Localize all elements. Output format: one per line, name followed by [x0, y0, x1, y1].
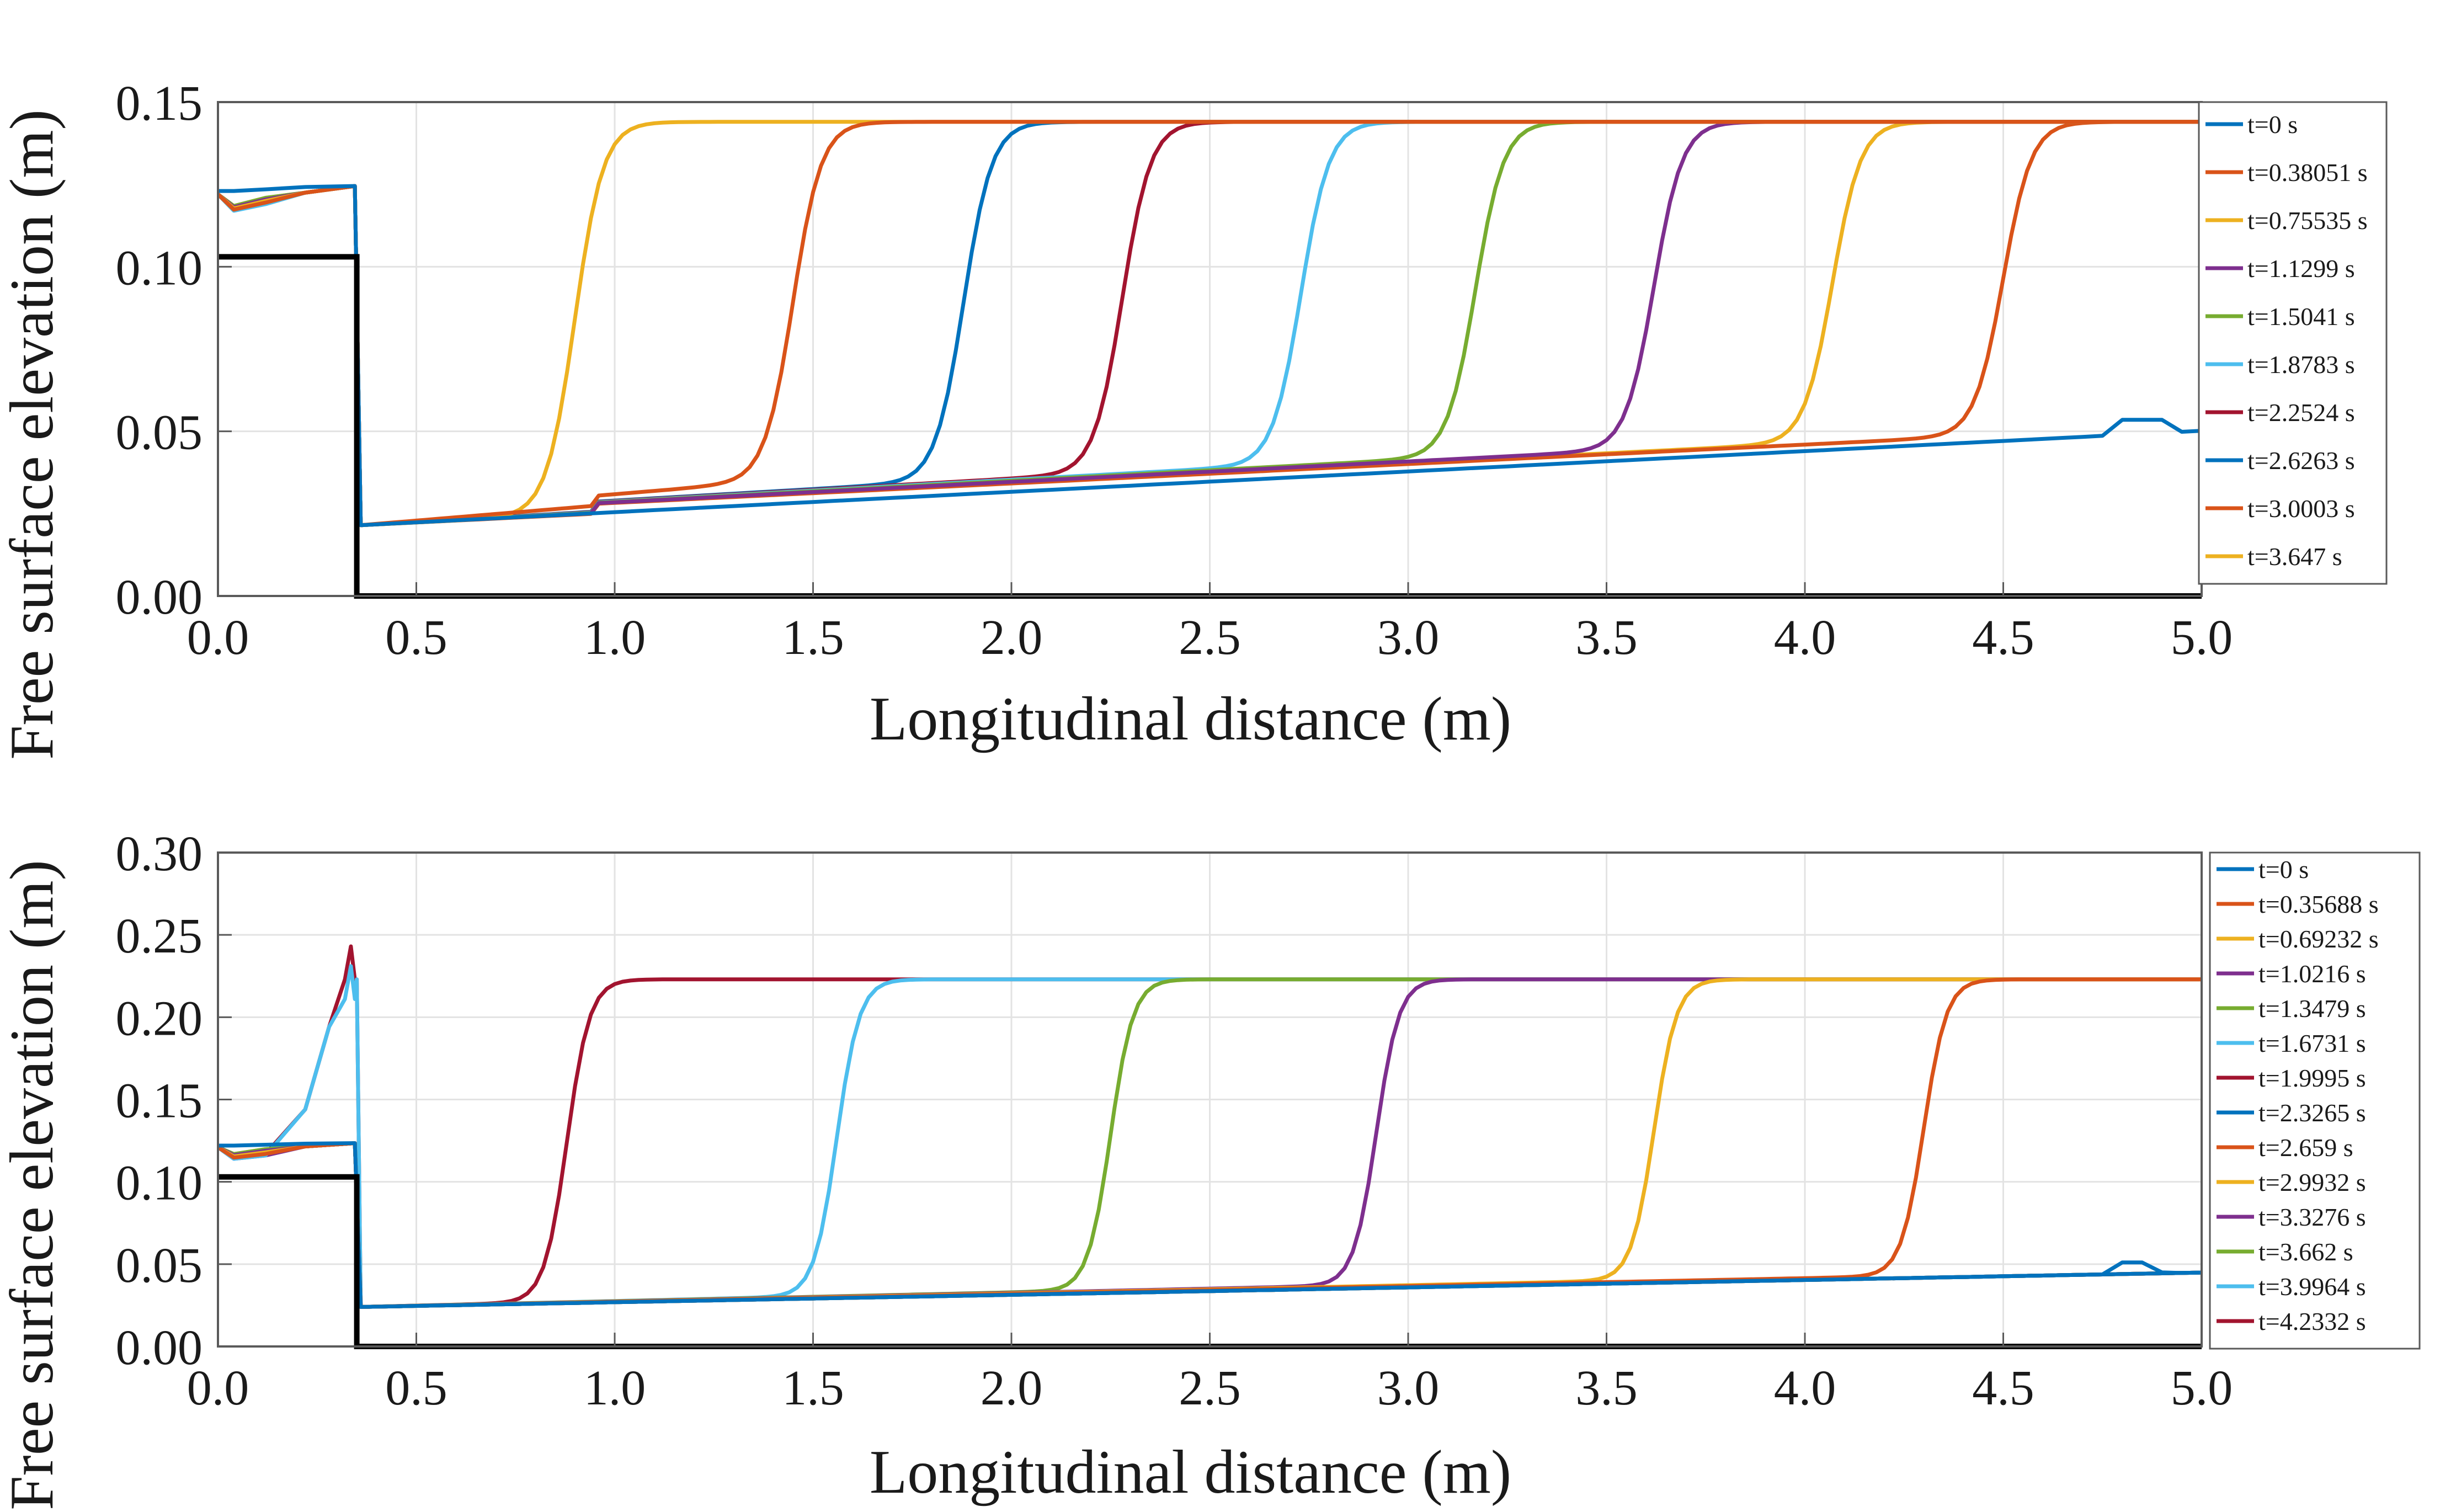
legend-label: t=2.6263 s [2247, 446, 2355, 475]
legend-label: t=0.75535 s [2247, 206, 2368, 235]
legend-label: t=0.69232 s [2258, 925, 2379, 953]
legend-item: t=1.1299 s [2205, 254, 2355, 283]
x-tick-label: 2.0 [981, 610, 1043, 665]
x-axis-title: Longitudinal distance (m) [870, 1438, 1511, 1506]
x-tick-label: 3.5 [1575, 1361, 1638, 1415]
legend-label: t=2.9932 s [2258, 1168, 2366, 1196]
legend-label: t=1.0216 s [2258, 960, 2366, 988]
series-group [218, 120, 2202, 528]
y-axis-title: Free surface elevation (m) [0, 860, 66, 1510]
series-line-1 [218, 184, 2202, 528]
legend-label: t=3.3276 s [2258, 1203, 2366, 1231]
x-tick-label: 5.0 [2171, 610, 2233, 665]
legend-item: t=1.8783 s [2205, 350, 2355, 379]
y-tick-label: 0.15 [116, 1074, 203, 1128]
x-tick-label: 2.0 [981, 1361, 1043, 1415]
chart-top: 0.0 0.5 1.0 1.5 2.0 2.5 3.0 3.5 4.0 4.5 5.0 0.00 0.0… [0, 76, 2388, 760]
x-tick-label: 4.0 [1774, 610, 1836, 665]
x-tick-label: 1.0 [584, 1361, 646, 1415]
legend-label: t=1.8783 s [2247, 350, 2355, 379]
x-tick-label: 2.5 [1179, 1361, 1241, 1415]
x-tick-label: 0.5 [385, 1361, 447, 1415]
y-tick-label: 0.10 [116, 241, 203, 295]
legend-item: t=1.5041 s [2205, 302, 2355, 331]
x-tick-label: 5.0 [2171, 1361, 2233, 1415]
y-tick-label: 0.15 [116, 76, 203, 131]
chart-bottom: 0.0 0.5 1.0 1.5 2.0 2.5 3.0 3.5 4.0 4.5 5.0 0.00 0.0… [0, 827, 2421, 1510]
legend-item: t=2.2524 s [2205, 398, 2355, 427]
legend-item: t=4.2332 s [2217, 1307, 2366, 1335]
legend-item: t=0 s [2205, 110, 2298, 139]
x-tick-label: 4.5 [1972, 1361, 2034, 1415]
x-tick-label: 0.0 [187, 610, 249, 665]
legend-label: t=3.9964 s [2258, 1273, 2366, 1301]
legend: t=0 s t=0.38051 s t=0.75535 s t=1.1299 s t=1… [2198, 101, 2388, 585]
y-tick-label: 0.10 [116, 1156, 203, 1211]
legend-label: t=0.35688 s [2258, 890, 2379, 918]
series-group [218, 944, 2202, 1309]
y-tick-label: 0.25 [116, 909, 203, 963]
legend-item: t=0.35688 s [2217, 890, 2379, 918]
legend-item: t=2.3265 s [2217, 1099, 2366, 1127]
legend-label: t=0 s [2247, 110, 2298, 139]
legend-label: t=1.6731 s [2258, 1029, 2366, 1057]
legend-label: t=3.647 s [2247, 542, 2342, 571]
legend-item: t=3.662 s [2217, 1238, 2353, 1266]
x-tick-label: 1.0 [584, 610, 646, 665]
x-tick-label: 1.5 [782, 610, 844, 665]
y-tick-label: 0.00 [116, 570, 203, 625]
x-tick-label: 4.5 [1972, 610, 2034, 665]
legend-item: t=1.3479 s [2217, 994, 2366, 1023]
legend-box [2209, 851, 2421, 1350]
legend-label: t=1.9995 s [2258, 1064, 2366, 1092]
x-tick-label: 3.0 [1377, 1361, 1440, 1415]
legend-label: t=0 s [2258, 855, 2309, 883]
legend-label: t=2.3265 s [2258, 1099, 2366, 1127]
x-tick-label: 1.5 [782, 1361, 844, 1415]
y-tick-label: 0.05 [116, 406, 203, 460]
legend-item: t=1.9995 s [2217, 1064, 2366, 1092]
x-tick-label: 3.5 [1575, 610, 1638, 665]
series-line-2 [218, 120, 2202, 528]
legend-label: t=3.0003 s [2247, 494, 2355, 523]
x-tick-label: 0.5 [385, 610, 447, 665]
legend-box [2198, 101, 2388, 585]
x-tick-label: 2.5 [1179, 610, 1241, 665]
legend-item: t=3.647 s [2205, 542, 2342, 571]
legend-item: t=0 s [2217, 855, 2309, 883]
legend-item: t=2.6263 s [2205, 446, 2355, 475]
x-tick-label: 4.0 [1774, 1361, 1836, 1415]
y-axis-title: Free surface elevation (m) [0, 109, 66, 760]
legend-label: t=2.659 s [2258, 1133, 2353, 1162]
legend-item: t=1.0216 s [2217, 960, 2366, 988]
legend-item: t=2.659 s [2217, 1133, 2353, 1162]
legend-label: t=1.1299 s [2247, 254, 2355, 283]
legend-item: t=1.6731 s [2217, 1029, 2366, 1057]
legend-item: t=0.38051 s [2205, 158, 2368, 187]
legend-label: t=1.3479 s [2258, 994, 2366, 1023]
legend-label: t=3.662 s [2258, 1238, 2353, 1266]
legend-item: t=3.9964 s [2217, 1273, 2366, 1301]
legend-item: t=3.3276 s [2217, 1203, 2366, 1231]
legend: t=0 s t=0.35688 s t=0.69232 s t=1.0216 s t=1… [2209, 851, 2421, 1350]
legend-label: t=1.5041 s [2247, 302, 2355, 331]
x-tick-label: 0.0 [187, 1361, 249, 1415]
y-tick-label: 0.30 [116, 827, 203, 881]
y-tick-label: 0.00 [116, 1321, 203, 1375]
y-tick-label: 0.05 [116, 1238, 203, 1293]
legend-item: t=0.69232 s [2217, 925, 2379, 953]
legend-label: t=2.2524 s [2247, 398, 2355, 427]
y-tick-label: 0.20 [116, 991, 203, 1046]
x-axis-title: Longitudinal distance (m) [870, 685, 1511, 753]
legend-label: t=4.2332 s [2258, 1307, 2366, 1335]
series-line-1 [218, 1141, 2202, 1309]
legend-item: t=0.75535 s [2205, 206, 2368, 235]
legend-label: t=0.38051 s [2247, 158, 2368, 187]
x-tick-label: 3.0 [1377, 610, 1440, 665]
legend-item: t=3.0003 s [2205, 494, 2355, 523]
legend-item: t=2.9932 s [2217, 1168, 2366, 1196]
